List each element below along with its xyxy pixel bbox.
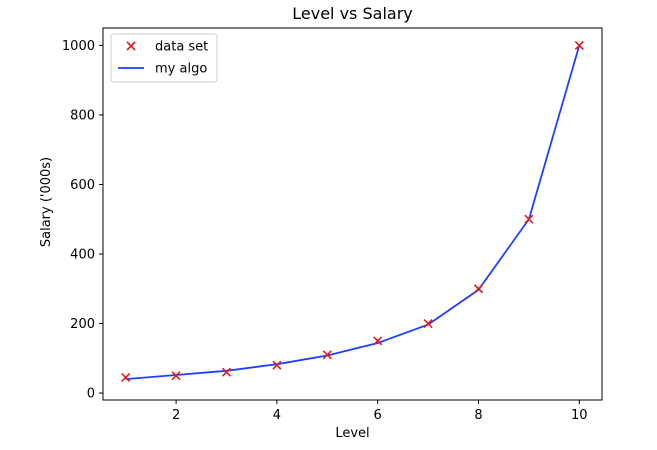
- x-tick-label: 6: [374, 408, 382, 423]
- y-axis-label: Salary ('000s): [39, 157, 54, 247]
- legend-label: my algo: [155, 62, 207, 77]
- data-point-x-marker: [373, 336, 383, 346]
- data-point-x-marker: [423, 318, 433, 329]
- data-point-x-marker: [524, 214, 534, 224]
- y-tick-label: 0: [87, 387, 95, 402]
- y-axis-ticks: 0 200 400 600 800 1000: [62, 39, 103, 402]
- plot-area: [102, 27, 603, 401]
- y-tick-label: 1000: [62, 39, 95, 54]
- data-point-x-marker: [574, 40, 584, 50]
- legend-box: [110, 33, 218, 83]
- data-point-x-marker: [272, 360, 282, 370]
- data-point-x-marker: [221, 367, 232, 377]
- x-axis-ticks: 2 4 6 8 10: [172, 400, 588, 423]
- legend-item: my algo: [118, 62, 207, 77]
- y-tick-label: 400: [70, 247, 95, 262]
- x-axis-label: Level: [335, 426, 369, 441]
- data-point-x-marker: [473, 284, 484, 294]
- data-point-x-marker: [121, 372, 131, 382]
- series-layer: [121, 40, 584, 382]
- series-line-my-algo: [125, 45, 581, 381]
- data-point-x-marker: [171, 371, 181, 381]
- x-tick-label: 4: [273, 408, 281, 423]
- legend: data set my algo: [110, 33, 218, 83]
- legend-label: data set: [155, 40, 208, 55]
- y-tick-label: 800: [70, 108, 95, 123]
- plot-frame: [102, 27, 603, 401]
- chart-title: Level vs Salary: [292, 4, 412, 23]
- x-tick-label: 2: [172, 408, 180, 423]
- x-tick-label: 10: [571, 408, 588, 423]
- y-tick-label: 600: [70, 178, 95, 193]
- data-point-x-marker: [322, 350, 332, 360]
- y-tick-label: 200: [70, 317, 95, 332]
- x-tick-label: 8: [474, 408, 482, 423]
- legend-item: data set: [126, 40, 208, 55]
